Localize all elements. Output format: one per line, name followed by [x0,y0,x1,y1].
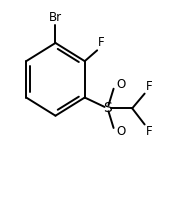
Text: O: O [116,78,125,91]
Text: Br: Br [49,11,62,24]
Text: O: O [116,125,125,138]
Text: S: S [103,101,112,115]
Text: F: F [98,36,105,49]
Text: F: F [146,80,152,93]
Text: F: F [146,125,152,138]
